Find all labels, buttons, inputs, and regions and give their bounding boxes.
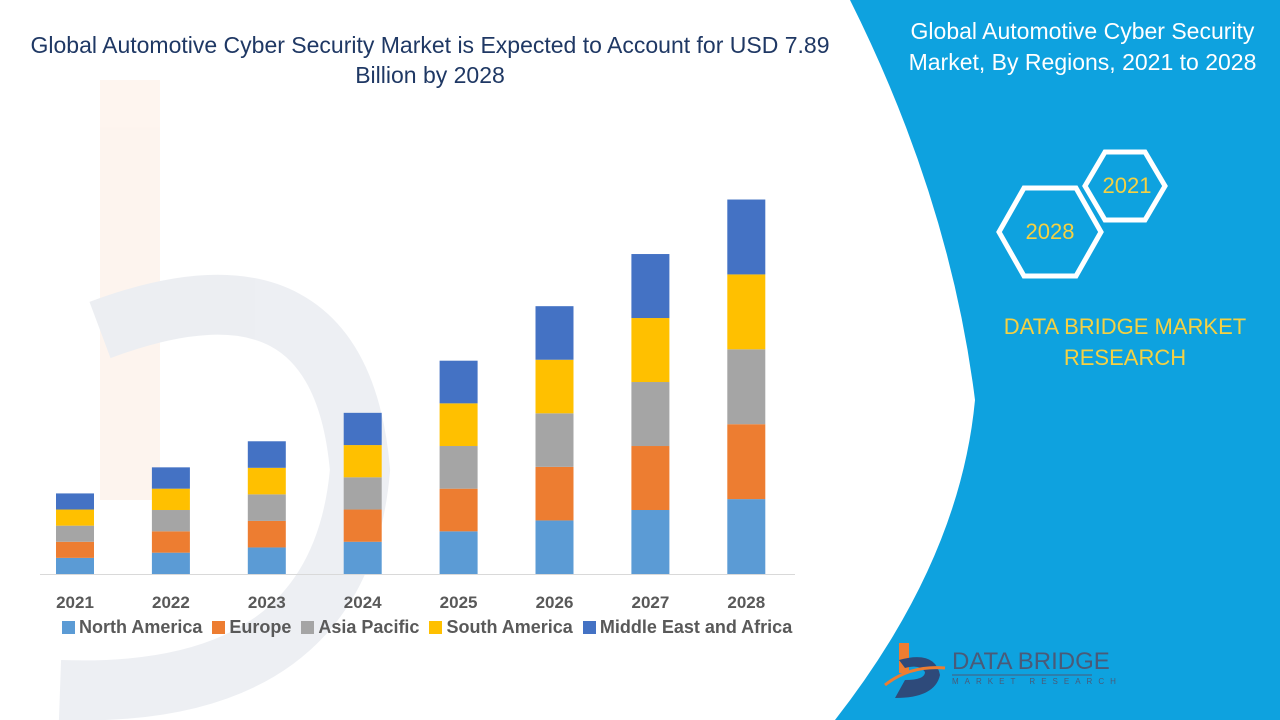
bar-segment-2027-middle-east-and-africa xyxy=(631,254,670,319)
bar-segment-2028-asia-pacific xyxy=(727,349,766,425)
bar-segment-2026-middle-east-and-africa xyxy=(535,306,574,360)
bar-segment-2028-middle-east-and-africa xyxy=(727,199,766,275)
watermark-logo xyxy=(58,80,391,720)
hex-label-2028: 2028 xyxy=(1025,219,1075,244)
bar-segment-2026-south-america xyxy=(535,359,574,414)
bar-segment-2025-north-america xyxy=(439,531,478,574)
legend-label: Asia Pacific xyxy=(318,617,420,637)
bar-segment-2024-europe xyxy=(343,509,382,542)
bar-segment-2022-south-america xyxy=(151,488,190,511)
legend-item-asia-pacific: Asia Pacific xyxy=(301,617,419,638)
bar-segment-2023-north-america xyxy=(247,547,286,574)
legend-swatch xyxy=(62,621,75,634)
x-tick-label: 2025 xyxy=(440,593,478,612)
bar-segment-2023-asia-pacific xyxy=(247,494,286,521)
legend-swatch xyxy=(212,621,226,634)
x-tick-label: 2021 xyxy=(56,593,94,612)
bar-segment-2026-asia-pacific xyxy=(535,413,574,467)
bar-segment-2022-middle-east-and-africa xyxy=(151,467,190,489)
x-tick-label: 2022 xyxy=(152,593,190,612)
bar-segment-2027-north-america xyxy=(631,510,670,574)
brand-text: DATA BRIDGE MARKET RESEARCH xyxy=(1003,314,1247,370)
legend-swatch xyxy=(429,621,443,634)
bar-segment-2022-europe xyxy=(151,531,190,553)
legend-item-middle-east-africa: Middle East and Africa xyxy=(582,617,793,638)
bar-segment-2027-europe xyxy=(631,446,670,511)
hexagon-2021 xyxy=(1082,149,1168,223)
bar-segment-2025-asia-pacific xyxy=(439,446,478,489)
bar-segment-2021-europe xyxy=(56,541,94,558)
x-tick-label: 2028 xyxy=(727,593,765,612)
logo-subtext: MARKET RESEARCH xyxy=(952,677,1122,686)
bar-segment-2025-south-america xyxy=(439,403,478,447)
legend: North America Europe Asia Pacific South … xyxy=(62,617,792,638)
bar-segment-2028-south-america xyxy=(727,274,766,350)
legend-label: South America xyxy=(446,617,573,637)
hex-label-2021: 2021 xyxy=(1102,173,1152,198)
bar-segment-2028-europe xyxy=(727,424,766,500)
logo-text: DATA BRIDGE xyxy=(952,648,1110,675)
bar-segment-2026-north-america xyxy=(535,520,574,574)
bar-segment-2021-north-america xyxy=(56,557,94,574)
stacked-bar-chart: 2021 2022 2023 2024 2025 2026 2027 2028 xyxy=(40,199,795,612)
logo-mark-icon xyxy=(884,643,946,698)
bar-segment-2023-europe xyxy=(247,520,286,548)
bar-segment-2027-asia-pacific xyxy=(631,382,670,447)
bar-segment-2028-north-america xyxy=(727,499,766,574)
x-tick-label: 2024 xyxy=(344,593,382,612)
bar-segment-2024-north-america xyxy=(343,541,382,574)
x-tick-label: 2023 xyxy=(248,593,286,612)
chart-title: Global Automotive Cyber Security Market … xyxy=(30,32,830,88)
bar-segment-2022-asia-pacific xyxy=(151,510,190,532)
bar-segment-2021-south-america xyxy=(56,509,94,526)
legend-swatch xyxy=(301,621,315,634)
legend-label: North America xyxy=(79,617,203,637)
bar-segment-2025-europe xyxy=(439,488,478,532)
bar-segment-2025-middle-east-and-africa xyxy=(439,360,478,404)
legend-label: Europe xyxy=(229,617,292,637)
bar-segment-2024-south-america xyxy=(343,445,382,478)
legend-swatch xyxy=(582,621,596,634)
x-tick-label: 2027 xyxy=(631,593,669,612)
bar-segment-2021-middle-east-and-africa xyxy=(56,493,94,510)
legend-item-europe: Europe xyxy=(212,617,291,638)
legend-item-south-america: South America xyxy=(429,617,573,638)
bar-segment-2027-south-america xyxy=(631,318,670,383)
bar-segment-2022-north-america xyxy=(151,552,190,574)
side-panel-shape xyxy=(835,0,1280,720)
side-panel-title: Global Automotive Cyber Security Market,… xyxy=(908,18,1257,75)
bar-segment-2024-asia-pacific xyxy=(343,477,382,510)
bar-segment-2024-middle-east-and-africa xyxy=(343,412,382,446)
legend-label: Middle East and Africa xyxy=(599,617,793,637)
bar-segment-2021-asia-pacific xyxy=(56,525,94,542)
bar-segment-2026-europe xyxy=(535,466,574,521)
bar-segment-2023-south-america xyxy=(247,467,286,495)
legend-item-north-america: North America xyxy=(62,617,202,638)
hexagon-2028 xyxy=(996,185,1104,279)
x-tick-label: 2026 xyxy=(536,593,574,612)
bar-segment-2023-middle-east-and-africa xyxy=(247,441,286,468)
